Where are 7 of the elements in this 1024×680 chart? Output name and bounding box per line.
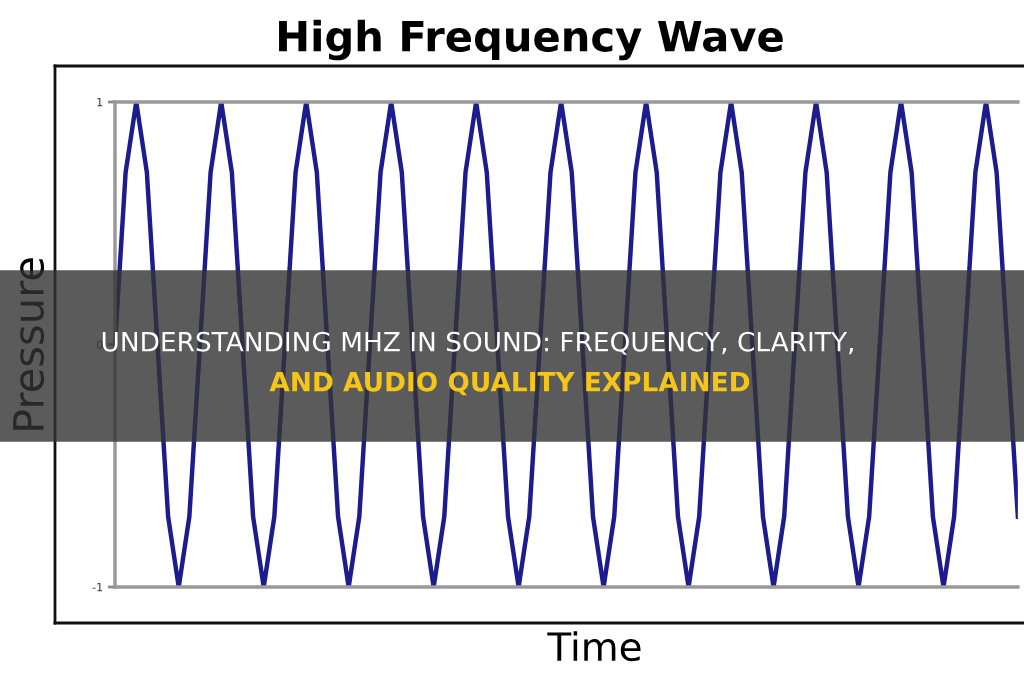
y-tick-label: -1 — [92, 583, 103, 592]
annotation: UNDERSTANDING MHZ IN SOUND: FREQUENCY, CLARITY, — [102, 331, 853, 355]
x-axis-title: Time — [547, 631, 641, 662]
y-axis-title: Pressure — [13, 258, 45, 430]
annotation: AND AUDIO QUALITY EXPLAINED — [269, 371, 750, 396]
y-tick-label: 1 — [97, 98, 103, 107]
chart-title: High Frequency Wave — [279, 19, 783, 61]
